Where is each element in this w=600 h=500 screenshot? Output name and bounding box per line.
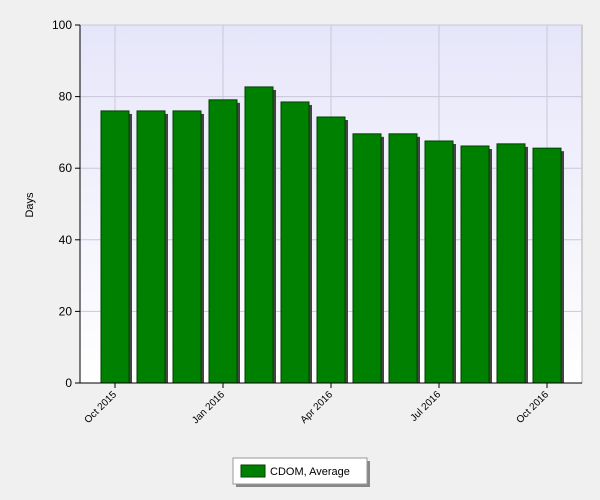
bar xyxy=(388,133,418,384)
y-tick-label: 80 xyxy=(59,90,73,104)
bar xyxy=(352,133,382,384)
bar xyxy=(100,110,130,384)
x-tick-label: Oct 2016 xyxy=(515,389,552,426)
y-tick-label: 60 xyxy=(59,161,73,175)
bar xyxy=(280,101,310,384)
y-tick-label: 0 xyxy=(65,376,72,390)
bar xyxy=(172,110,202,384)
bar xyxy=(316,116,346,384)
bar xyxy=(424,140,454,384)
y-tick-label: 40 xyxy=(59,233,73,247)
bar xyxy=(496,143,526,384)
x-tick-label: Apr 2016 xyxy=(299,389,336,426)
x-tick-label: Jul 2016 xyxy=(409,389,444,424)
y-tick-label: 100 xyxy=(52,18,72,32)
y-axis-label: Days xyxy=(24,192,36,218)
bar xyxy=(460,145,490,384)
legend-label: CDOM, Average xyxy=(270,466,350,478)
legend-swatch xyxy=(240,464,266,478)
bar xyxy=(532,147,562,384)
legend: CDOM, Average xyxy=(232,457,370,487)
x-tick-label: Oct 2015 xyxy=(83,389,120,426)
bar xyxy=(208,99,238,384)
bar xyxy=(136,110,166,384)
y-tick-label: 20 xyxy=(59,304,73,318)
bar xyxy=(244,86,274,384)
x-tick-label: Jan 2016 xyxy=(190,389,227,426)
